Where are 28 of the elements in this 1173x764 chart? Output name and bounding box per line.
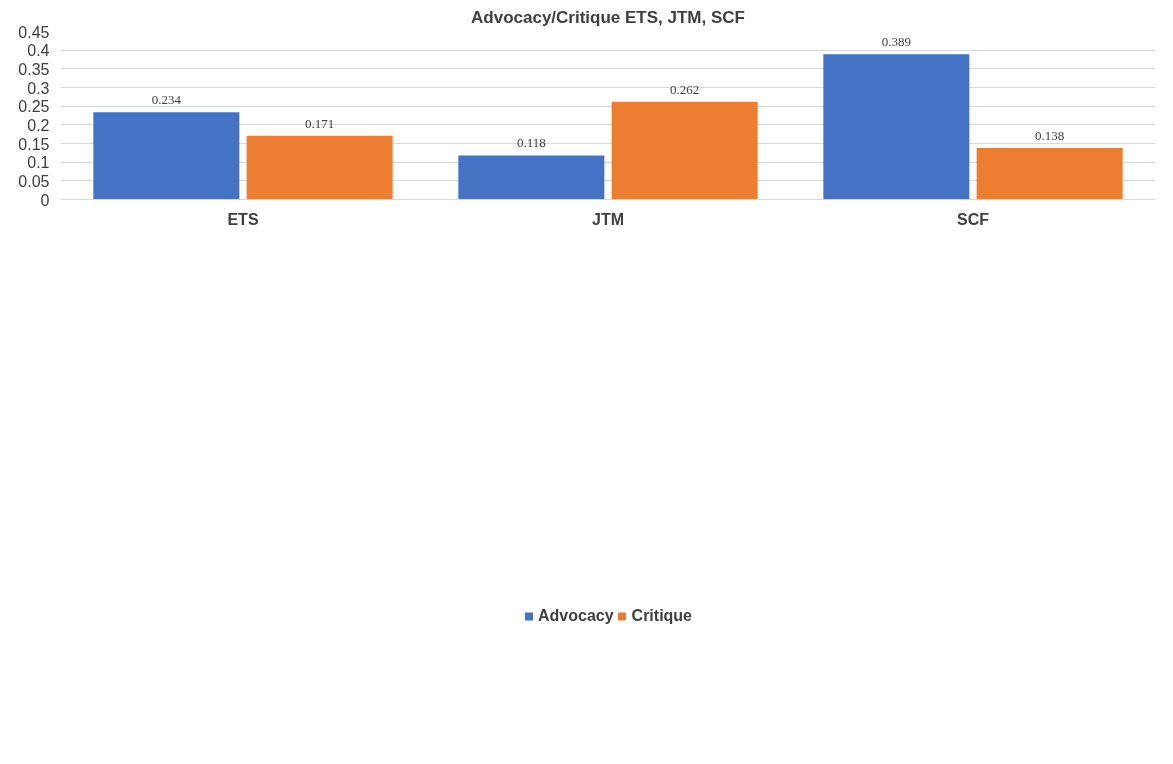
bar: [458, 155, 605, 200]
y-tick-label: 0.35: [18, 60, 50, 78]
chart-title: Advocacy/Critique ETS, JTM, SCF: [471, 7, 745, 27]
x-tick-label: SCF: [957, 210, 990, 228]
bar: [246, 135, 393, 200]
y-tick-label: 0.05: [18, 172, 50, 190]
data-label: 0.234: [151, 92, 182, 108]
x-tick-label: ETS: [227, 210, 259, 228]
y-tick-label: 0.45: [18, 23, 50, 41]
y-tick-label: 0.2: [27, 116, 50, 134]
data-label: 0.262: [670, 81, 700, 97]
y-tick-label: 0: [40, 191, 50, 209]
y-tick-label: 0.3: [27, 79, 50, 97]
legend-label: Advocacy: [537, 606, 614, 625]
legend-label: Critique: [631, 606, 693, 625]
bar: [976, 147, 1123, 200]
y-tick-label: 0.15: [18, 135, 50, 153]
data-label: 0.138: [1035, 127, 1065, 143]
bar: [93, 112, 240, 200]
y-tick-label: 0.25: [18, 98, 50, 116]
x-tick-label: JTM: [592, 210, 624, 228]
y-tick-label: 0.4: [27, 42, 50, 60]
bar: [611, 101, 758, 200]
data-label: 0.118: [516, 135, 546, 151]
y-tick-label: 0.1: [27, 154, 50, 172]
bar: [823, 54, 970, 200]
data-label: 0.171: [305, 115, 335, 131]
data-label: 0.389: [881, 34, 911, 50]
